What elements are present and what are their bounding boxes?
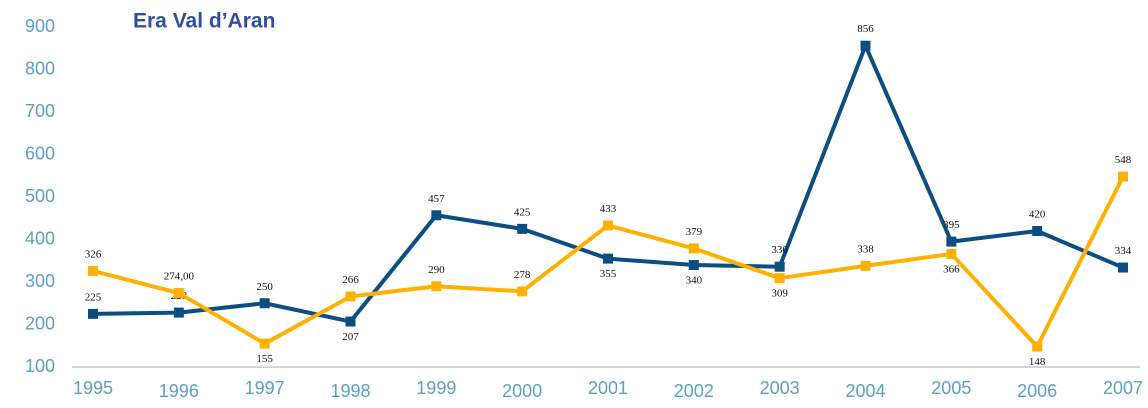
marker — [88, 265, 98, 276]
data-label: 274,00 — [164, 271, 195, 283]
data-label: 207 — [342, 331, 359, 343]
x-tick-label: 1996 — [159, 381, 199, 401]
marker — [860, 40, 871, 51]
x-tick-label: 2002 — [674, 381, 714, 401]
marker — [1118, 171, 1128, 182]
marker — [345, 316, 356, 327]
marker — [688, 243, 699, 254]
y-tick-label: 100 — [25, 356, 55, 376]
data-label: 548 — [1115, 154, 1132, 166]
data-label: 326 — [85, 248, 102, 260]
marker — [88, 308, 98, 319]
data-label: 425 — [514, 206, 531, 218]
x-tick-label: 2007 — [1103, 378, 1143, 398]
y-tick-label: 600 — [25, 143, 55, 163]
marker — [517, 223, 528, 234]
marker — [173, 307, 184, 318]
marker — [774, 261, 785, 272]
data-label: 395 — [943, 219, 960, 231]
x-tick-label: 1997 — [245, 378, 285, 398]
marker — [431, 281, 442, 292]
data-label: 336 — [771, 244, 788, 256]
x-tick-label: 1999 — [416, 378, 456, 398]
y-tick-label: 500 — [25, 186, 55, 206]
data-label: 309 — [771, 288, 788, 300]
data-label: 278 — [514, 269, 531, 281]
x-tick-label: 2004 — [845, 381, 885, 401]
marker — [1032, 341, 1043, 352]
marker — [946, 236, 957, 247]
data-label: 338 — [857, 243, 874, 255]
y-tick-label: 700 — [25, 101, 55, 121]
data-label: 340 — [686, 275, 703, 287]
marker — [603, 220, 613, 231]
marker — [774, 273, 785, 284]
data-label: 433 — [600, 203, 617, 215]
data-label: 148 — [1029, 356, 1046, 368]
marker — [259, 338, 270, 349]
y-tick-label: 900 — [25, 16, 55, 36]
data-label: 290 — [428, 264, 445, 276]
y-tick-label: 300 — [25, 271, 55, 291]
x-tick-label: 2003 — [760, 378, 800, 398]
marker — [259, 298, 270, 309]
x-tick-label: 2000 — [502, 381, 542, 401]
data-label: 379 — [686, 226, 703, 238]
marker — [431, 210, 442, 221]
chart-title: Era Val d’Aran — [133, 10, 275, 33]
data-label: 266 — [342, 274, 359, 286]
x-tick-label: 2001 — [588, 378, 628, 398]
x-tick-label: 2005 — [931, 378, 971, 398]
data-label: 334 — [1115, 245, 1132, 257]
y-tick-label: 200 — [25, 313, 55, 333]
data-label: 457 — [428, 193, 445, 205]
x-tick-label: 1998 — [330, 381, 370, 401]
data-label: 225 — [85, 291, 102, 303]
marker — [1032, 226, 1043, 236]
data-label: 250 — [256, 281, 273, 293]
y-tick-label: 800 — [25, 58, 55, 78]
marker — [345, 291, 356, 302]
marker — [688, 260, 699, 270]
marker — [603, 253, 613, 264]
x-tick-label: 2006 — [1017, 381, 1057, 401]
marker — [517, 286, 528, 297]
marker — [173, 288, 184, 299]
marker — [1118, 262, 1128, 273]
y-tick-label: 400 — [25, 228, 55, 248]
data-label: 366 — [943, 263, 960, 275]
data-label: 355 — [600, 268, 617, 280]
data-label: 155 — [256, 353, 273, 365]
marker — [860, 260, 871, 271]
data-label: 420 — [1029, 209, 1046, 221]
data-label: 856 — [857, 23, 874, 35]
x-tick-label: 1995 — [73, 378, 113, 398]
marker — [946, 248, 957, 259]
